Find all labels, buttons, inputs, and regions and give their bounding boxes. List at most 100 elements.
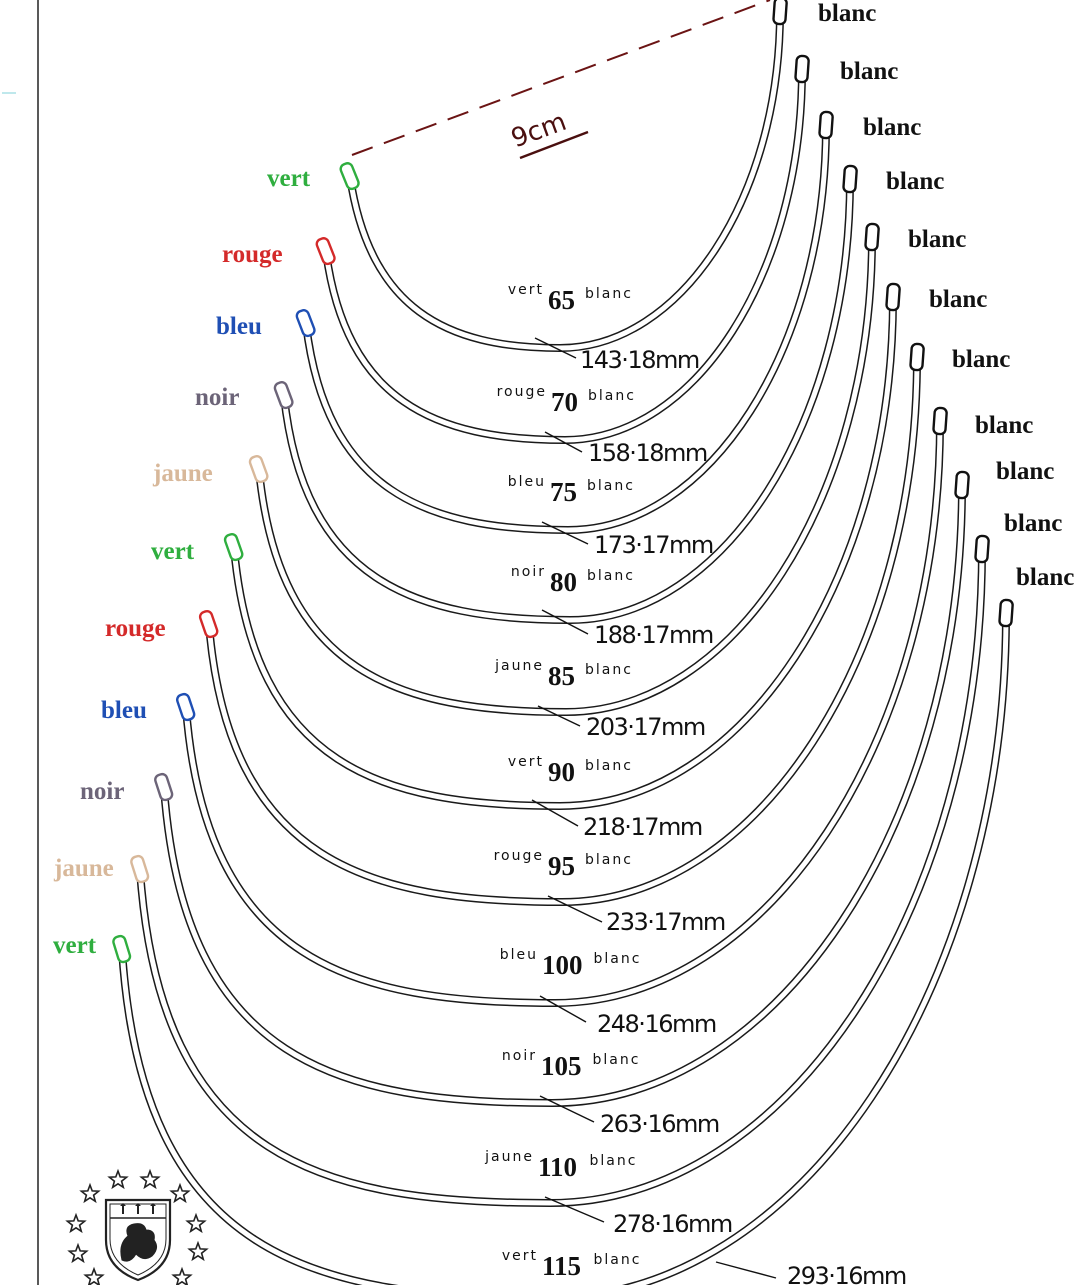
star-icon	[187, 1240, 209, 1262]
star-icon	[83, 1266, 105, 1285]
right-color-label: blanc	[952, 346, 1010, 373]
size-right-code: blanc	[594, 1252, 642, 1268]
size-number: 70	[551, 387, 578, 417]
size-right-code: blanc	[585, 662, 633, 678]
right-color-label: blanc	[908, 226, 966, 253]
size-number: 85	[548, 661, 575, 691]
size-left-code: bleu	[500, 947, 538, 963]
size-number: 105	[541, 1051, 582, 1081]
size-left-code: vert	[502, 1248, 538, 1264]
size-right-code: blanc	[588, 388, 636, 404]
wire-tip-right	[954, 470, 970, 500]
wire-tip-left	[315, 237, 336, 266]
size-number: 110	[538, 1152, 577, 1182]
left-color-label: noir	[80, 778, 124, 805]
wire-tip-left	[154, 772, 174, 802]
size-number: 90	[548, 757, 575, 787]
left-color-label: jaune	[152, 460, 213, 487]
length-label: 278·16mm	[613, 1210, 732, 1238]
length-leader-line	[541, 521, 589, 545]
wire-core	[137, 549, 985, 1206]
wire-tip-left	[273, 381, 294, 410]
star-icon	[67, 1242, 89, 1264]
size-number: 100	[542, 950, 583, 980]
right-color-label: blanc	[886, 168, 944, 195]
size-right-code: blanc	[585, 286, 633, 302]
size-left-code: jaune	[484, 1149, 534, 1165]
wire-tip-right	[974, 534, 990, 564]
size-left-code: bleu	[508, 474, 546, 490]
left-color-label: bleu	[101, 697, 147, 724]
right-color-label: blanc	[975, 412, 1033, 439]
length-label: 158·18mm	[588, 439, 707, 467]
wire-group: vert blanc vert 65 blanc 143·18mm rouge blanc ro…	[53, 0, 1074, 1285]
measure-underline	[519, 130, 589, 160]
wire-tip-right	[932, 406, 948, 436]
wire-core	[161, 485, 965, 1106]
length-leader-line	[544, 431, 583, 453]
length-leader-line	[539, 1095, 595, 1123]
wire-tip-left	[130, 854, 150, 884]
measure-dashed-line	[351, 0, 771, 156]
size-left-code: noir	[511, 564, 546, 580]
length-leader-line	[715, 1261, 777, 1279]
wire-core	[303, 125, 829, 533]
size-right-code: blanc	[593, 1052, 641, 1068]
right-color-label: blanc	[1004, 510, 1062, 537]
left-color-label: vert	[53, 932, 97, 959]
size-right-code: blanc	[585, 852, 633, 868]
right-color-label: blanc	[840, 58, 898, 85]
wire-tip-right	[885, 282, 901, 312]
wire-tip-right	[842, 164, 858, 194]
size-right-code: blanc	[585, 758, 633, 774]
wire-tip-right	[998, 598, 1014, 628]
wire-tip-left	[175, 692, 196, 722]
right-color-label: blanc	[996, 458, 1054, 485]
wire-core	[256, 237, 875, 715]
left-color-label: rouge	[222, 241, 283, 268]
size-left-code: rouge	[497, 384, 547, 400]
length-label: 173·17mm	[594, 531, 713, 559]
size-number: 95	[548, 851, 575, 881]
right-color-label: blanc	[818, 0, 876, 27]
wire-core	[206, 357, 920, 905]
left-color-label: vert	[151, 538, 195, 565]
length-leader-line	[544, 1196, 605, 1223]
length-leader-line	[534, 337, 577, 359]
length-label: 143·18mm	[580, 346, 699, 374]
length-label: 233·17mm	[606, 908, 725, 936]
star-icon	[139, 1168, 161, 1190]
right-color-label: blanc	[1016, 564, 1074, 591]
wire-core	[281, 179, 853, 623]
wire-tip-left	[248, 455, 269, 484]
star-icon	[65, 1212, 87, 1234]
size-right-code: blanc	[587, 478, 635, 494]
length-leader-line	[547, 895, 603, 923]
wire-core	[323, 69, 805, 443]
wire-tip-left	[295, 309, 316, 338]
size-number: 115	[542, 1251, 581, 1281]
star-icon	[169, 1182, 191, 1204]
left-color-label: bleu	[216, 313, 262, 340]
wire-core	[183, 421, 943, 1006]
length-label: 248·16mm	[597, 1010, 716, 1038]
star-icon	[79, 1182, 101, 1204]
wire-core	[231, 297, 896, 809]
star-icon	[185, 1212, 207, 1234]
size-right-code: blanc	[590, 1153, 638, 1169]
left-color-label: jaune	[53, 855, 114, 882]
star-icon	[107, 1168, 129, 1190]
wire-tip-left	[223, 532, 244, 562]
size-number: 65	[548, 285, 575, 315]
size-left-code: vert	[508, 754, 544, 770]
left-color-label: vert	[267, 165, 311, 192]
size-left-code: jaune	[494, 658, 544, 674]
